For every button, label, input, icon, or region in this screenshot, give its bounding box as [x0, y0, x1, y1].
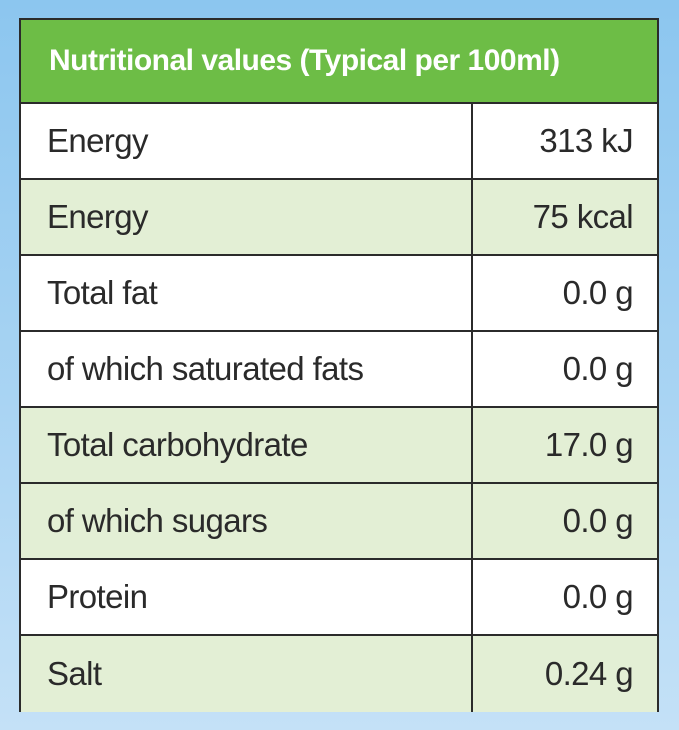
table-row-energy-kj: Energy 313 kJ [21, 104, 657, 180]
row-label: of which saturated fats [21, 332, 473, 406]
row-value: 0.0 g [562, 350, 634, 387]
row-value: 0.0 g [562, 578, 634, 615]
nutrition-table: Nutritional values (Typical per 100ml) E… [19, 18, 659, 712]
row-label: Salt [21, 636, 473, 712]
row-label: Protein [21, 560, 473, 634]
row-value: 0.0 g [562, 274, 634, 311]
table-body: Energy 313 kJ Energy 75 kcal Total fat 0… [21, 104, 657, 712]
row-value: 0.24 g [544, 655, 634, 692]
table-row-protein: Protein 0.0 g [21, 560, 657, 636]
row-label: Total carbohydrate [21, 408, 473, 482]
row-label: Energy [21, 180, 473, 254]
table-row-sugars: of which sugars 0.0 g [21, 484, 657, 560]
table-row-total-carbohydrate: Total carbohydrate 17.0 g [21, 408, 657, 484]
row-value: 313 kJ [539, 122, 633, 159]
row-value: 75 kcal [532, 198, 634, 235]
table-row-saturated-fats: of which saturated fats 0.0 g [21, 332, 657, 408]
table-row-total-fat: Total fat 0.0 g [21, 256, 657, 332]
table-title: Nutritional values (Typical per 100ml) [49, 44, 560, 77]
table-row-energy-kcal: Energy 75 kcal [21, 180, 657, 256]
row-label: of which sugars [21, 484, 473, 558]
table-row-salt: Salt 0.24 g [21, 636, 657, 712]
row-label: Energy [21, 104, 473, 178]
row-value: 0.0 g [562, 502, 634, 539]
row-label: Total fat [21, 256, 473, 330]
table-header: Nutritional values (Typical per 100ml) [21, 20, 657, 104]
row-value: 17.0 g [544, 426, 634, 463]
